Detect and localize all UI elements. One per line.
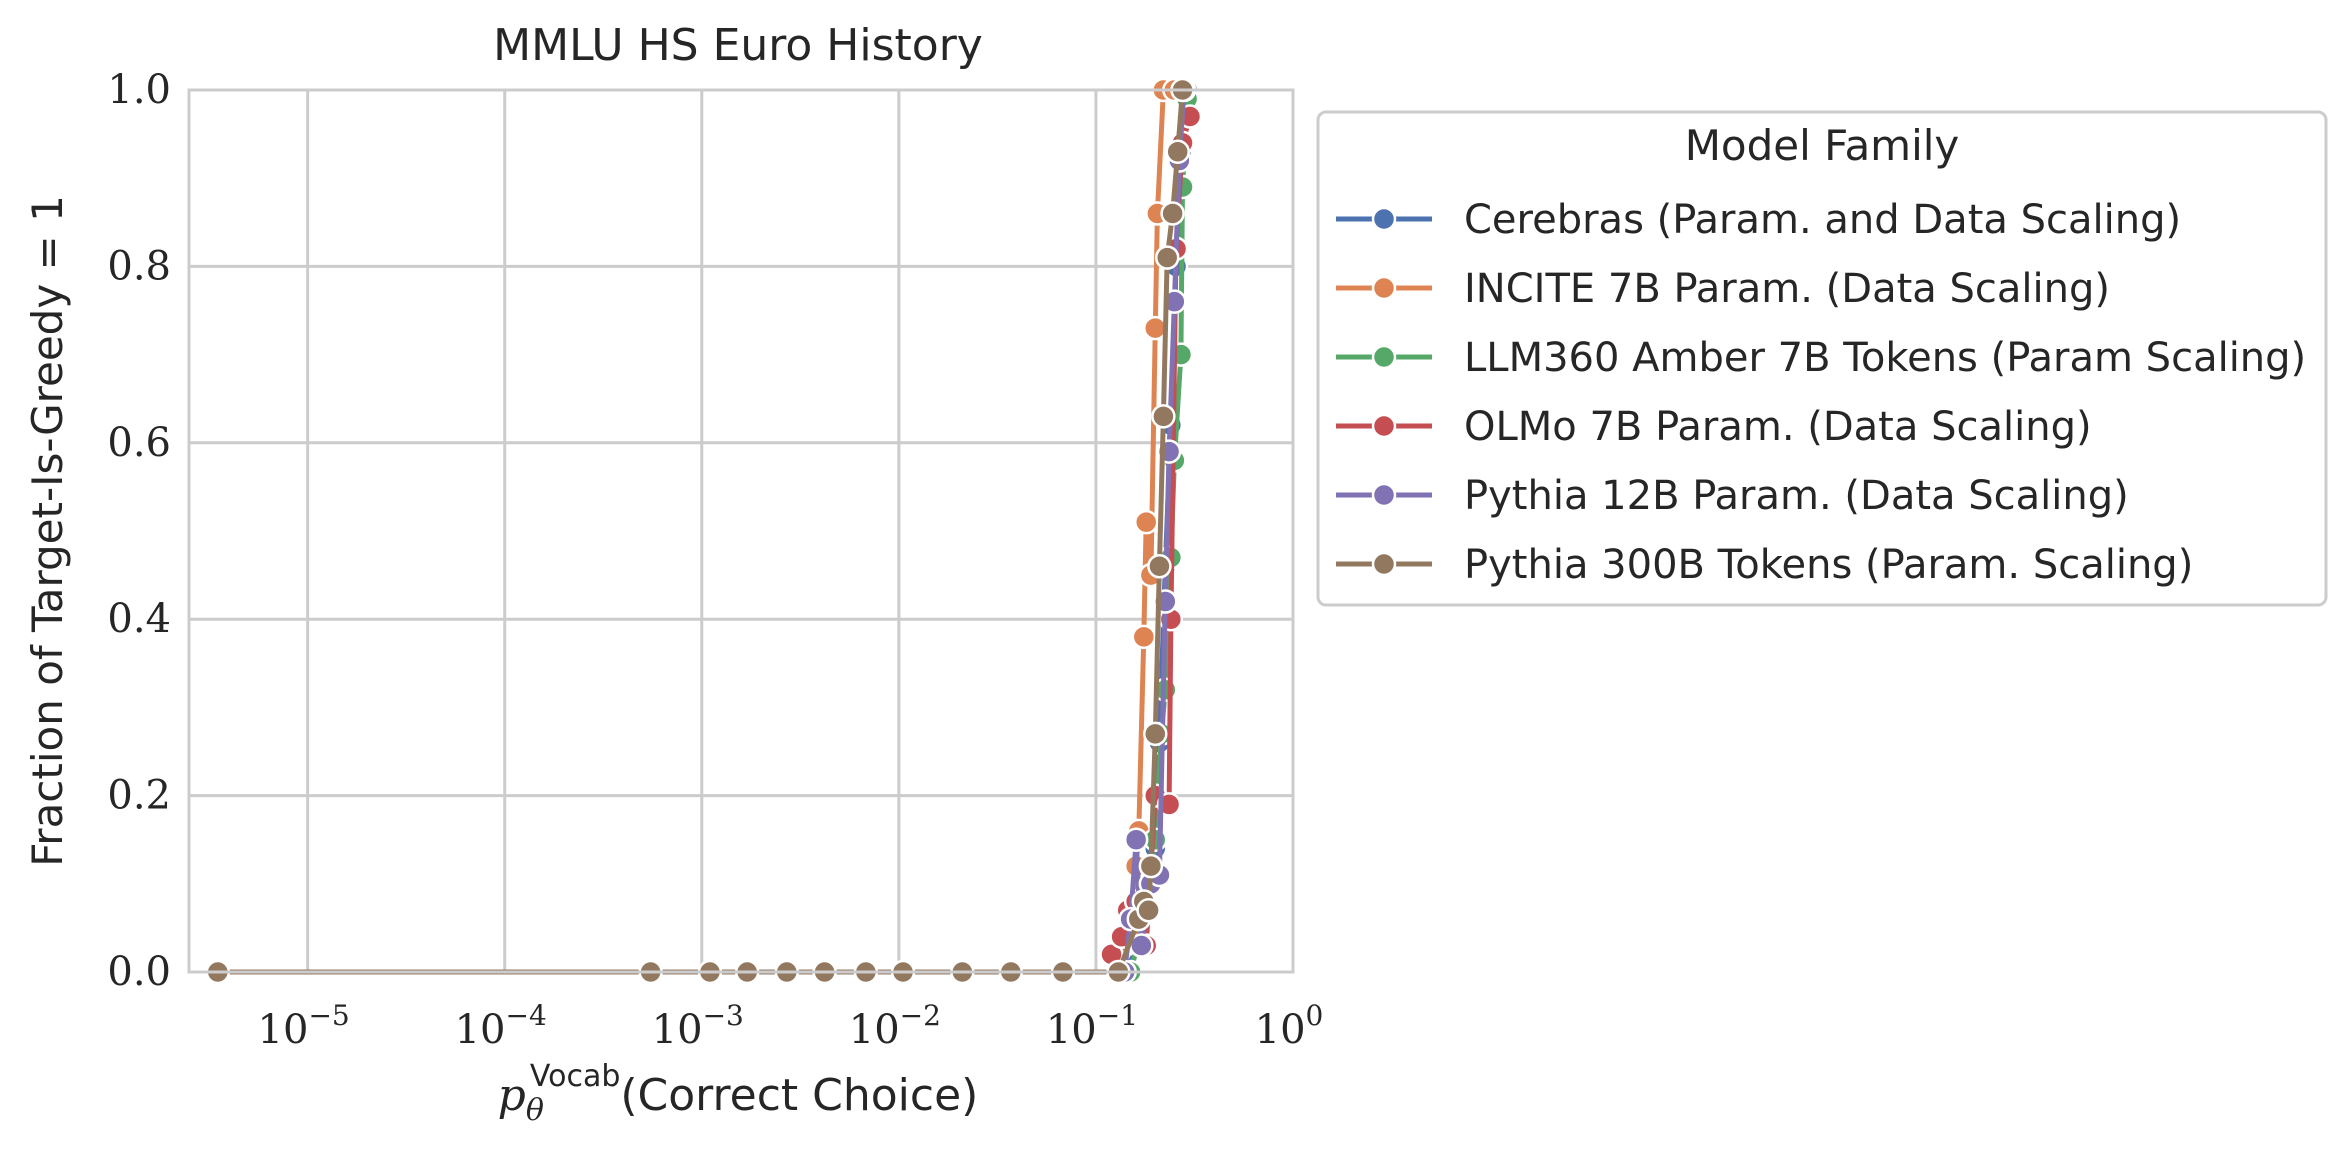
legend-frame [1316,110,2328,607]
legend-item-4: Pythia 12B Param. (Data Scaling) [1336,473,2129,519]
legend-label-5: Pythia 300B Tokens (Param. Scaling) [1464,542,2193,588]
legend-marker-5 [1371,551,1397,577]
series-1-point-4 [1131,624,1157,650]
legend-label-1: INCITE 7B Param. (Data Scaling) [1464,266,2110,312]
series-5-point-16 [1143,721,1168,747]
series-5-point-18 [1151,404,1176,429]
series-5-point-15 [1138,853,1164,879]
y-axis-ticks: 0.0 0.2 0.4 0.6 0.8 1.0 [107,67,171,995]
series-5-point-14 [1136,898,1161,923]
x-axis-label: pθVocab(Correct Choice) [498,1059,979,1128]
y-tick-label-3: 0.6 [107,420,171,466]
x-tick-label-5: 100 [1255,999,1324,1053]
y-tick-label-5: 1.0 [107,67,171,113]
legend-label-0: Cerebras (Param. and Data Scaling) [1464,197,2181,243]
legend-item-1: INCITE 7B Param. (Data Scaling) [1336,266,2110,312]
svg-text:pθVocab(Correct Choice): pθVocab(Correct Choice) [498,1059,979,1128]
series-5-point-20 [1160,201,1185,226]
series-1-point-5 [1133,509,1159,535]
legend-marker-1 [1371,275,1397,301]
legend-label-3: OLMo 7B Param. (Data Scaling) [1464,404,2092,450]
x-axis-label-text: (Correct Choice) [620,1070,978,1121]
x-tick-label-2: 10−3 [652,999,744,1053]
series-4-point-8 [1162,289,1187,314]
legend-item-2: LLM360 Amber 7B Tokens (Param Scaling) [1336,335,2306,381]
grid [189,88,1295,974]
y-tick-label-4: 0.8 [107,243,171,289]
legend-marker-0 [1371,206,1397,232]
legend-marker-2 [1371,344,1397,370]
x-tick-label-3: 10−2 [849,999,941,1053]
x-tick-label-1: 10−4 [455,999,547,1053]
series-5-point-17 [1147,554,1172,579]
series-4-point-2 [1123,827,1149,852]
x-axis-label-sup: Vocab [530,1059,620,1094]
plot-frame [187,88,1295,974]
series-5-point-19 [1154,245,1180,270]
x-tick-label-0: 10−5 [258,999,350,1053]
y-tick-label-2: 0.4 [107,596,171,642]
chart-title: MMLU HS Euro History [493,20,983,71]
y-tick-label-1: 0.2 [107,773,171,819]
series-3-point-6 [1156,792,1182,817]
x-axis-label-sub: θ [526,1093,544,1128]
y-axis-label: Fraction of Target-Is-Greedy = 1 [23,195,72,867]
x-tick-label-4: 10−1 [1046,999,1138,1053]
y-tick-label-0: 0.0 [107,949,171,995]
legend-entries: Cerebras (Param. and Data Scaling) INCITE… [1336,197,2306,588]
legend: Model Family Cerebras (Param. and Data S… [1316,110,2328,607]
legend-item-5: Pythia 300B Tokens (Param. Scaling) [1336,542,2193,588]
legend-marker-4 [1371,482,1397,508]
x-axis-label-base: p [498,1070,526,1121]
legend-marker-3 [1371,413,1397,439]
legend-label-4: Pythia 12B Param. (Data Scaling) [1464,473,2129,519]
x-axis-ticks: 10−5 10−4 10−3 10−2 10−1 100 [258,999,1324,1053]
legend-title: Model Family [1685,121,1960,170]
legend-item-0: Cerebras (Param. and Data Scaling) [1336,197,2181,243]
legend-item-3: OLMo 7B Param. (Data Scaling) [1336,404,2092,450]
series-5-point-21 [1165,139,1190,164]
legend-label-2: LLM360 Amber 7B Tokens (Param Scaling) [1464,335,2306,381]
